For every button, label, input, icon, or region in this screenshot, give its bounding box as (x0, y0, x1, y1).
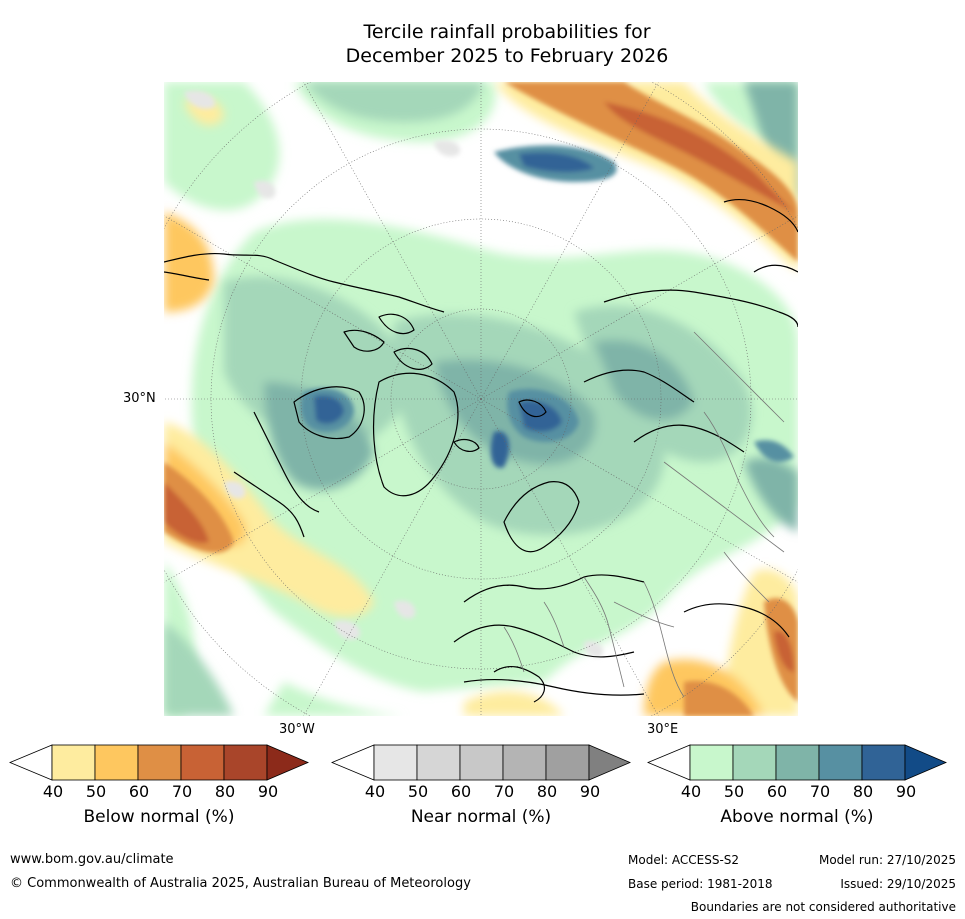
colorbar-segment (689, 744, 734, 781)
colorbar-segment (223, 744, 268, 781)
near-normal-tick: 50 (407, 782, 429, 801)
near-normal-colorbar (331, 744, 631, 784)
title-line-1: Tercile rainfall probabilities for (363, 21, 651, 43)
colorbar-graphic (647, 744, 947, 781)
colorbar-segment (502, 744, 547, 781)
below-normal-60-90-region (164, 82, 798, 716)
boundaries-disclaimer: Boundaries are not considered authoritat… (690, 900, 956, 914)
below-normal-tick: 40 (42, 782, 64, 801)
above-normal-colorbar (647, 744, 947, 784)
colorbar-segment (545, 744, 590, 781)
above-normal-tick: 60 (766, 782, 788, 801)
colorbar-segment (180, 744, 225, 781)
base-period: Base period: 1981-2018 (628, 877, 773, 891)
colorbar-extend-high (904, 744, 947, 781)
above-normal-tick: 90 (895, 782, 917, 801)
below-normal-label: Below normal (%) (83, 807, 235, 827)
below-normal-tick: 80 (214, 782, 236, 801)
colorbar-segment (861, 744, 906, 781)
below-normal-tick: 90 (257, 782, 279, 801)
model-run-date: Model run: 27/10/2025 (818, 853, 956, 867)
below-normal-tick: 70 (171, 782, 193, 801)
below-normal-tick: 60 (128, 782, 150, 801)
map-title: Tercile rainfall probabilities for Decem… (0, 20, 965, 68)
below-normal-tick: 50 (85, 782, 107, 801)
colorbar-segment (416, 744, 461, 781)
colorbar-extend-high (588, 744, 631, 781)
graticule (164, 82, 798, 716)
model-name: Model: ACCESS-S2 (628, 853, 740, 867)
colorbar-segment (732, 744, 777, 781)
website-link[interactable]: www.bom.gov.au/climate (10, 852, 174, 867)
above-normal-70-90-region (300, 145, 794, 468)
near-normal-tick: 40 (364, 782, 386, 801)
copyright-notice: © Commonwealth of Australia 2025, Austra… (10, 876, 471, 891)
colorbar-segment (51, 744, 96, 781)
above-normal-tick: 80 (852, 782, 874, 801)
latitude-label-30n: 30°N (123, 391, 156, 406)
title-line-2: December 2025 to February 2026 (345, 45, 669, 67)
above-normal-tick: 50 (723, 782, 745, 801)
above-normal-tick: 40 (680, 782, 702, 801)
above-normal-label: Above normal (%) (720, 807, 874, 827)
colorbar-graphic (9, 744, 309, 781)
below-normal-colorbar (9, 744, 309, 784)
country-borders (503, 331, 785, 698)
colorbar-segment (775, 744, 820, 781)
near-normal-tick: 90 (579, 782, 601, 801)
above-normal-tick: 70 (809, 782, 831, 801)
near-normal-tick: 80 (536, 782, 558, 801)
colorbar-segment (373, 744, 418, 781)
near-normal-tick: 70 (493, 782, 515, 801)
colorbar-segment (459, 744, 504, 781)
colorbar-segment (818, 744, 863, 781)
colorbar-extend-high (266, 744, 309, 781)
near-normal-region (184, 90, 603, 658)
longitude-label-30e: 30°E (647, 722, 679, 737)
colorbar-segment (137, 744, 182, 781)
colorbar-extend-low (331, 744, 375, 781)
near-normal-tick: 60 (450, 782, 472, 801)
rainfall-probability-map (164, 82, 798, 716)
colorbar-graphic (331, 744, 631, 781)
colorbar-segment (94, 744, 139, 781)
colorbar-extend-low (647, 744, 691, 781)
longitude-label-30w: 30°W (279, 722, 315, 737)
near-normal-label: Near normal (%) (410, 807, 552, 827)
coastlines (164, 198, 798, 703)
issued-date: Issued: 29/10/2025 (840, 877, 956, 891)
colorbar-extend-low (9, 744, 53, 781)
